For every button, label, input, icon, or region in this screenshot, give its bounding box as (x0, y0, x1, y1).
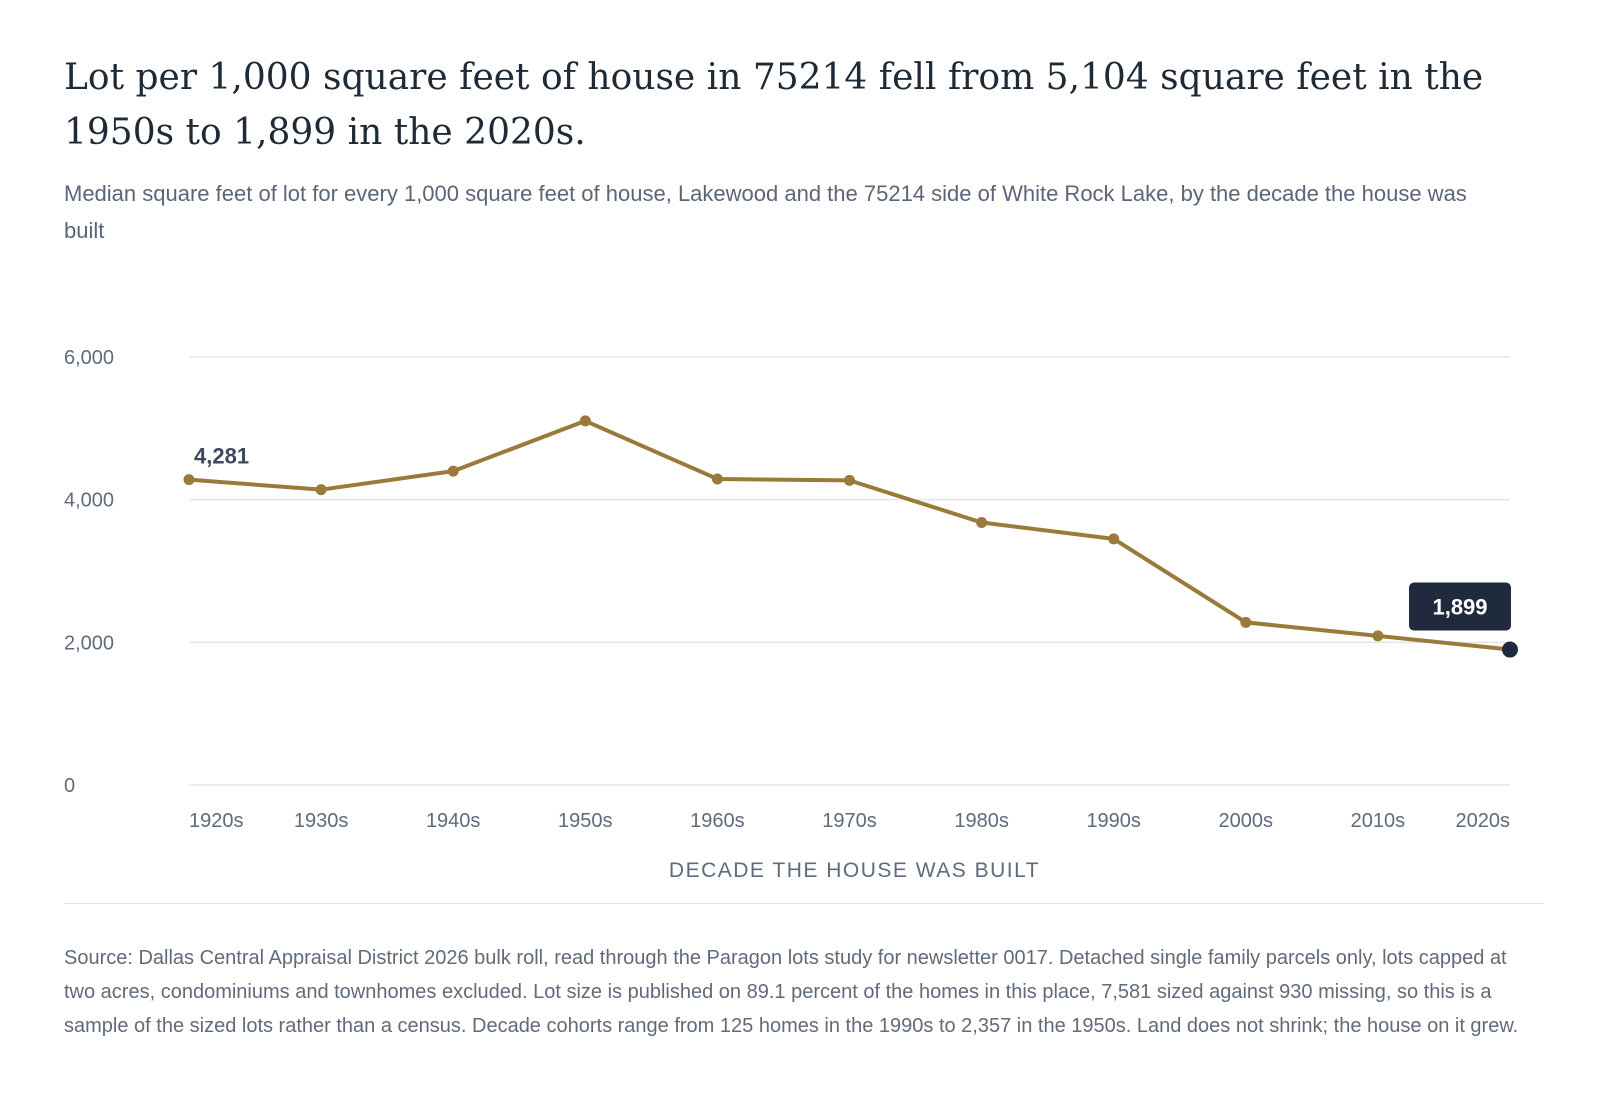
end-value-label: 1,899 (1432, 595, 1487, 620)
x-tick-label: 1990s (1086, 810, 1141, 832)
data-point (1372, 630, 1384, 642)
data-point (711, 473, 723, 485)
page-title: Lot per 1,000 square feet of house in 75… (64, 57, 1484, 153)
x-tick-label: 1980s (954, 810, 1009, 832)
line-chart: 0 2,000 4,000 6,000 1920s 1930s 1940s 1950s 1960… (64, 347, 1518, 882)
series-line (187, 418, 1512, 652)
x-tick-label: 2020s (1456, 810, 1511, 832)
data-point (447, 465, 459, 477)
highlight-point (1502, 641, 1518, 658)
data-point (976, 516, 988, 528)
divider (64, 903, 1544, 904)
y-tick-label: 4,000 (64, 490, 114, 512)
end-value-badge (1409, 582, 1511, 631)
y-tick-label: 0 (64, 775, 75, 797)
y-tick-label: 6,000 (64, 347, 114, 369)
data-point (579, 415, 591, 427)
data-point (1108, 533, 1120, 545)
data-point (844, 474, 855, 486)
start-value-label: 4,281 (194, 444, 249, 469)
data-point (315, 484, 327, 496)
x-tick-label: 1920s (189, 810, 244, 832)
x-tick-label: 1940s (426, 810, 481, 832)
y-tick-label: 2,000 (64, 632, 114, 654)
x-tick-label: 2000s (1219, 810, 1274, 832)
source-note: Source: Dallas Central Appraisal Distric… (64, 947, 1519, 1037)
x-tick-label: 1970s (822, 810, 877, 832)
x-tick-label: 1930s (294, 810, 349, 832)
data-point (1240, 616, 1252, 628)
page-subtitle: Median square feet of lot for every 1,00… (64, 181, 1467, 243)
x-tick-label: 1960s (690, 810, 745, 832)
data-point (183, 474, 195, 486)
x-axis-title: DECADE THE HOUSE WAS BUILT (669, 859, 1040, 882)
x-tick-label: 1950s (558, 810, 613, 832)
x-tick-label: 2010s (1351, 810, 1406, 832)
